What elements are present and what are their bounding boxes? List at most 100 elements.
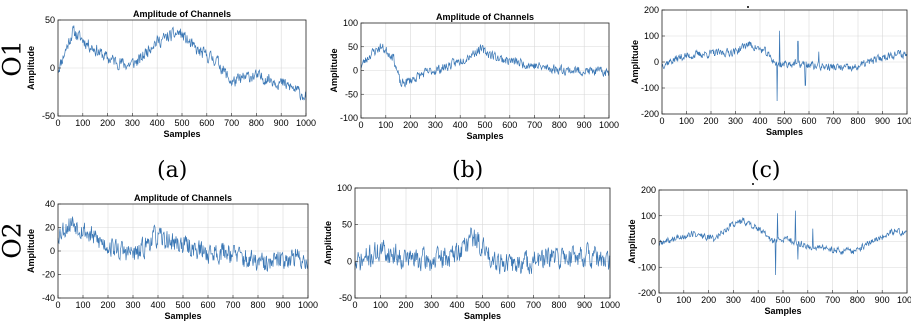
x-tick-label: 1000 bbox=[599, 120, 619, 130]
chart-o2-c: 01002003004005006007008009001000-200-100… bbox=[627, 185, 911, 316]
x-tick-label: 0 bbox=[352, 300, 357, 310]
y-tick-label: -100 bbox=[641, 83, 659, 93]
y-tick-label: 0 bbox=[654, 57, 659, 67]
series-line-amplitude bbox=[661, 30, 908, 102]
x-tick-label: 1000 bbox=[897, 295, 911, 305]
x-tick-label: 800 bbox=[850, 295, 865, 305]
subfigure-label-c: (c) bbox=[751, 158, 781, 183]
x-tick-label: 100 bbox=[676, 295, 691, 305]
x-tick-label: 700 bbox=[526, 300, 541, 310]
y-tick-label: 100 bbox=[343, 18, 358, 28]
x-tick-label: 200 bbox=[398, 300, 413, 310]
x-tick-label: 100 bbox=[373, 300, 388, 310]
x-tick-label: 1000 bbox=[296, 118, 316, 128]
stray-dot-mark bbox=[752, 183, 754, 185]
x-tick-label: 500 bbox=[475, 300, 490, 310]
y-tick-label: 100 bbox=[644, 31, 659, 41]
y-tick-label: 0 bbox=[347, 256, 352, 266]
x-tick-label: 400 bbox=[150, 118, 165, 128]
x-tick-label: 400 bbox=[150, 300, 165, 310]
chart-title: Amplitude of Channels bbox=[133, 9, 231, 19]
x-axis-label: Samples bbox=[766, 127, 803, 137]
chart-o1-a: 0 100 200 300 400 500 600 700 800 900 1000-50050Sa… bbox=[26, 9, 316, 139]
y-axis-label: Amplitude bbox=[323, 221, 333, 265]
x-tick-label: 700 bbox=[225, 300, 240, 310]
x-tick-label: 800 bbox=[250, 300, 265, 310]
x-tick-label: 1000 bbox=[298, 300, 318, 310]
x-axis-label: Samples bbox=[164, 311, 201, 321]
x-tick-label: 200 bbox=[100, 118, 115, 128]
y-axis-label: Amplitude bbox=[329, 49, 339, 93]
y-tick-label: -100 bbox=[340, 113, 358, 123]
y-tick-label: -200 bbox=[641, 109, 659, 119]
x-tick-label: 300 bbox=[424, 300, 439, 310]
x-tick-label: 300 bbox=[125, 300, 140, 310]
x-tick-label: 500 bbox=[174, 118, 189, 128]
x-axis-label: Samples bbox=[163, 129, 200, 139]
y-tick-label: -50 bbox=[339, 293, 352, 303]
y-tick-label: -50 bbox=[345, 89, 358, 99]
series-line-amplitude bbox=[360, 43, 610, 88]
chart-title: Amplitude of Channels bbox=[134, 193, 232, 203]
x-tick-label: 300 bbox=[726, 295, 741, 305]
x-tick-label: 500 bbox=[777, 116, 792, 126]
x-tick-label: 600 bbox=[801, 116, 816, 126]
x-tick-label: 500 bbox=[477, 120, 492, 130]
x-tick-label: 300 bbox=[125, 118, 140, 128]
chart-o2-b: 0 100 200 300 400 500 600 700 800 900 1000-5005010… bbox=[323, 183, 620, 321]
y-tick-label: 20 bbox=[45, 223, 55, 233]
x-tick-label: 1000 bbox=[600, 300, 620, 310]
series-line-amplitude bbox=[57, 25, 307, 101]
x-tick-label: 400 bbox=[752, 116, 767, 126]
x-tick-label: 800 bbox=[249, 118, 264, 128]
x-tick-label: 0 bbox=[55, 300, 60, 310]
y-axis-label: Amplitude bbox=[627, 220, 637, 264]
x-tick-label: 0 bbox=[55, 118, 60, 128]
x-tick-label: 500 bbox=[175, 300, 190, 310]
x-tick-label: 900 bbox=[875, 295, 890, 305]
chart-o1-c: 01002003004005006007008009001000-200-100… bbox=[630, 5, 911, 137]
x-tick-label: 900 bbox=[875, 116, 890, 126]
x-tick-label: 600 bbox=[502, 120, 517, 130]
x-axis-label: Samples bbox=[764, 306, 801, 316]
x-tick-label: 700 bbox=[825, 295, 840, 305]
y-tick-label: 50 bbox=[348, 42, 358, 52]
x-axis-label: Samples bbox=[466, 131, 503, 141]
y-axis-label: Amplitude bbox=[26, 46, 36, 90]
x-tick-label: 900 bbox=[577, 120, 592, 130]
subfigure-label-a: (a) bbox=[157, 158, 188, 183]
series-line-amplitude bbox=[57, 216, 309, 272]
x-tick-label: 400 bbox=[449, 300, 464, 310]
y-tick-label: -200 bbox=[638, 288, 656, 298]
x-tick-label: 500 bbox=[775, 295, 790, 305]
y-tick-label: 200 bbox=[641, 185, 656, 195]
x-tick-label: 900 bbox=[274, 118, 289, 128]
x-tick-label: 400 bbox=[751, 295, 766, 305]
y-tick-label: 40 bbox=[45, 199, 55, 209]
x-tick-label: 200 bbox=[403, 120, 418, 130]
x-tick-label: 600 bbox=[200, 300, 215, 310]
y-tick-label: -100 bbox=[638, 262, 656, 272]
chart-o1-b: 0 100 200 300 400 500 600 700 800 900 1000 -100 -50 0… bbox=[329, 12, 619, 141]
x-tick-label: 100 bbox=[378, 120, 393, 130]
y-tick-label: -40 bbox=[42, 293, 55, 303]
x-tick-label: 800 bbox=[551, 300, 566, 310]
x-tick-label: 0 bbox=[659, 116, 664, 126]
chart-o2-a: 0 100 200 300 400 500 600 700 800 900 1000 -40 -20 0 2… bbox=[26, 193, 318, 321]
y-tick-label: -50 bbox=[42, 111, 55, 121]
x-tick-label: 700 bbox=[527, 120, 542, 130]
subfigure-label-b: (b) bbox=[452, 158, 484, 183]
x-tick-label: 300 bbox=[428, 120, 443, 130]
y-tick-label: 100 bbox=[337, 183, 352, 193]
x-tick-label: 600 bbox=[199, 118, 214, 128]
y-axis-label: Amplitude bbox=[630, 40, 640, 84]
x-tick-label: 700 bbox=[826, 116, 841, 126]
x-tick-label: 300 bbox=[728, 116, 743, 126]
x-tick-label: 100 bbox=[679, 116, 694, 126]
x-tick-label: 0 bbox=[358, 120, 363, 130]
x-tick-label: 600 bbox=[800, 295, 815, 305]
series-line-amplitude bbox=[354, 227, 611, 275]
